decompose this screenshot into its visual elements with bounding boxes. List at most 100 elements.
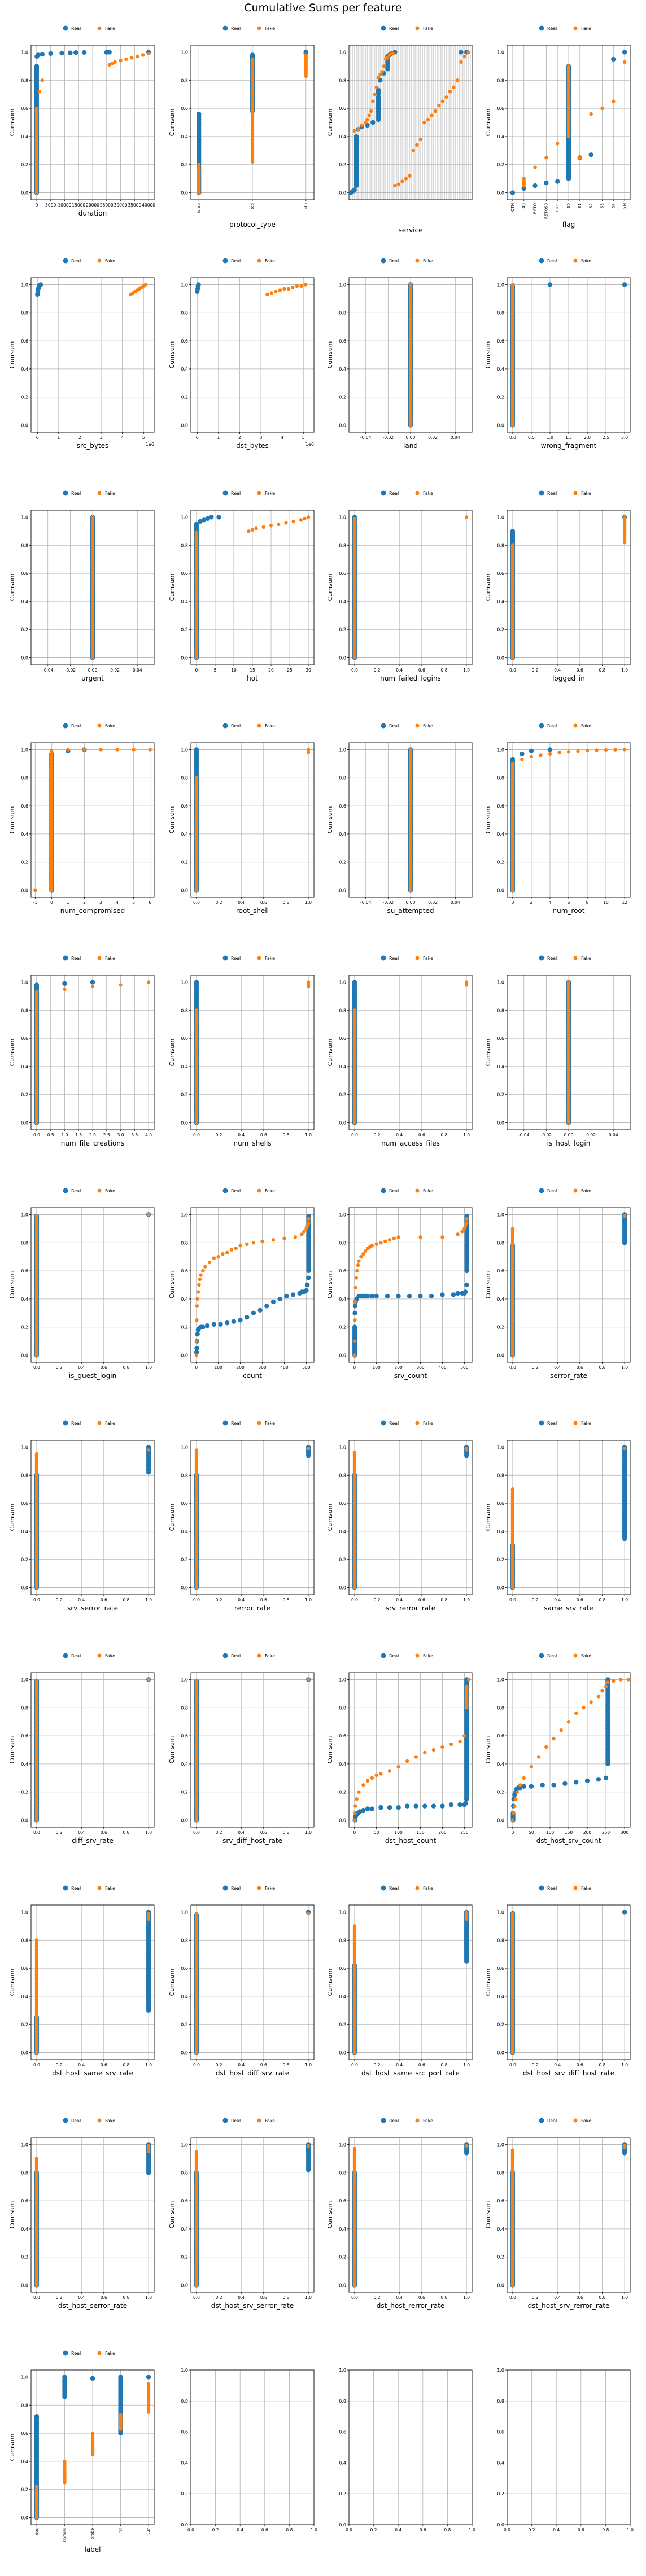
- data-point-real: [455, 1291, 460, 1296]
- legend-marker-fake: [415, 1188, 420, 1193]
- y-axis-label: Cumsum: [8, 1504, 16, 1531]
- legend-marker-fake: [97, 956, 102, 960]
- legend-marker-fake: [257, 26, 261, 30]
- data-point-fake: [197, 1283, 201, 1287]
- data-point-fake: [201, 1269, 205, 1273]
- panel-protocol_type: 0.0 0.2 0.4 0.6 0.8 1.0 icmp tcp udp Cumsum protoc…: [168, 25, 315, 229]
- y-tick-label: 0.4: [21, 599, 28, 604]
- data-point-fake: [115, 748, 119, 752]
- x-tick-label: 4: [121, 435, 124, 440]
- data-point-fake: [307, 1217, 311, 1221]
- x-tick-label: 400: [438, 1365, 447, 1370]
- y-tick-label: 1.0: [181, 515, 188, 520]
- data-point-fake: [448, 90, 452, 94]
- legend-label-real: Real: [389, 1188, 399, 1193]
- y-tick-label: 0.6: [497, 804, 504, 809]
- data-point-fake: [464, 515, 469, 519]
- data-point-fake: [544, 156, 548, 160]
- data-point-real: [304, 1288, 309, 1293]
- data-point-fake: [455, 78, 460, 82]
- y-tick-label: 0.6: [339, 1036, 346, 1041]
- data-point-real: [459, 50, 464, 55]
- x-tick-label: 5: [132, 900, 135, 905]
- plot-area: [191, 975, 314, 1130]
- plot-area: [191, 1208, 314, 1362]
- x-tick-label: 3: [100, 435, 103, 440]
- data-point-real: [547, 747, 553, 752]
- legend-marker-real: [539, 490, 544, 496]
- data-point-fake: [194, 776, 199, 780]
- data-point-fake: [352, 1339, 357, 1343]
- data-point-fake: [107, 63, 111, 67]
- x-axis-label: num_root: [553, 907, 585, 915]
- plot-area: [31, 1440, 154, 1595]
- legend-marker-real: [539, 1188, 544, 1193]
- y-tick-label: 0.0: [339, 1121, 346, 1126]
- legend-marker-fake: [573, 1188, 578, 1193]
- legend-marker-fake: [415, 491, 420, 495]
- x-tick-label: 0.8: [440, 668, 447, 673]
- data-point-fake: [380, 70, 384, 74]
- data-point-real: [352, 1310, 357, 1316]
- data-point-fake: [261, 525, 266, 529]
- data-point-real: [370, 120, 376, 125]
- legend-label-real: Real: [71, 956, 81, 961]
- x-tick-label: 1.0: [305, 1133, 312, 1138]
- data-point-fake: [418, 1235, 422, 1239]
- data-point-fake: [464, 980, 469, 984]
- data-point-fake: [278, 288, 282, 292]
- x-tick-label: 0: [195, 668, 198, 673]
- axes-frame: [190, 45, 315, 200]
- x-tick-label: 0.2: [374, 668, 381, 673]
- data-point-real: [251, 1310, 256, 1316]
- data-point-fake: [465, 1221, 469, 1225]
- y-tick-label: 0.0: [339, 1353, 346, 1358]
- data-point-fake: [378, 73, 382, 77]
- x-tick-label: 1.0: [61, 1133, 68, 1138]
- y-tick-label: 0.2: [181, 395, 188, 400]
- x-offset-label: 1e6: [146, 442, 154, 447]
- y-tick-label: 0.4: [181, 134, 188, 139]
- y-tick-label: 0.0: [21, 888, 28, 893]
- x-tick-label: 0.4: [554, 668, 561, 673]
- x-tick-label: 20000: [86, 203, 99, 208]
- data-point-real: [36, 52, 41, 58]
- y-axis-label: Cumsum: [8, 1039, 16, 1067]
- data-point-fake: [393, 183, 397, 188]
- x-axis-label: srv_count: [394, 1372, 427, 1380]
- data-point-fake: [352, 129, 356, 133]
- x-tick-label: 0.2: [56, 1365, 63, 1370]
- legend-label-real: Real: [231, 956, 241, 961]
- x-tick-label: S1: [578, 203, 582, 208]
- y-tick-label: 0.8: [181, 78, 188, 83]
- x-tick-label: 0: [36, 435, 39, 440]
- x-tick-label: 0.4: [238, 1133, 245, 1138]
- data-point-fake: [460, 1230, 464, 1234]
- legend-marker-real: [381, 25, 386, 31]
- y-tick-label: 0.0: [181, 191, 188, 196]
- data-point-real: [194, 1345, 199, 1351]
- y-tick-label: 0.0: [497, 1121, 504, 1126]
- y-tick-label: 0.6: [339, 804, 346, 809]
- legend: Real Fake: [381, 258, 433, 264]
- data-point-fake: [433, 109, 438, 113]
- y-tick-label: 0.6: [497, 1036, 504, 1041]
- data-point-fake: [113, 60, 117, 64]
- x-tick-label: 1.0: [463, 1133, 470, 1138]
- y-tick-label: 0.2: [181, 1557, 188, 1563]
- data-point-fake: [251, 1241, 256, 1245]
- y-tick-label: 0.6: [181, 804, 188, 809]
- legend-label-real: Real: [547, 1188, 557, 1193]
- y-tick-label: 0.4: [497, 832, 504, 837]
- x-axis-label: land: [403, 442, 418, 450]
- y-tick-label: 0.2: [339, 395, 346, 400]
- plot-area: [349, 510, 472, 665]
- legend: Real Fake: [63, 258, 115, 264]
- x-tick-label: 0.6: [418, 668, 425, 673]
- y-tick-label: 1.0: [21, 50, 28, 55]
- x-tick-label: 30000: [114, 203, 128, 208]
- y-axis-label: Cumsum: [168, 341, 176, 369]
- y-axis-label: Cumsum: [168, 806, 176, 834]
- x-tick-label: 0.00: [406, 435, 416, 440]
- panel-is_host_login: 0.0 0.2 0.4 0.6 0.8 1.0 -0.04 -0.02 0.00 0.02 0.04…: [484, 955, 631, 1147]
